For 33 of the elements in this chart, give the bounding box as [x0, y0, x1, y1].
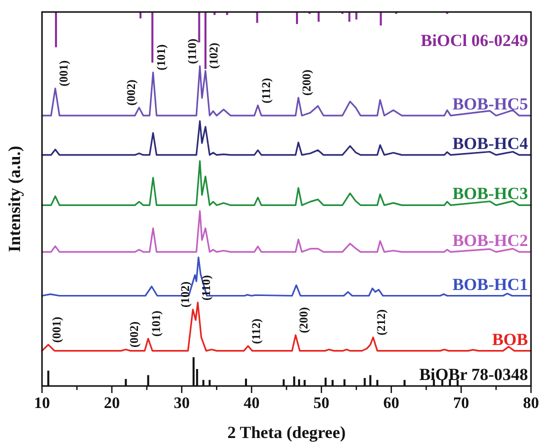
- annotation: (110): [198, 275, 213, 300]
- series-label: BiOBr 78-0348: [419, 365, 528, 384]
- annotation: (212): [374, 309, 388, 336]
- annotation: (102): [178, 282, 192, 308]
- annotation: (200): [296, 307, 311, 334]
- x-tick-label: 60: [383, 395, 400, 412]
- x-tick-label: 40: [244, 395, 260, 412]
- series-label: BOB-HC5: [452, 94, 528, 114]
- annotation: (112): [249, 318, 264, 344]
- x-tick-label: 80: [523, 395, 539, 412]
- annotation: (001): [49, 316, 64, 343]
- annotation: (200): [299, 70, 314, 96]
- annotation: (101): [154, 44, 168, 70]
- x-tick-label: 50: [313, 395, 330, 412]
- x-tick-label: 20: [104, 395, 120, 412]
- series-label: BOB: [492, 330, 528, 349]
- series-label: BOB-HC3: [452, 184, 528, 204]
- series-label: BOB-HC1: [452, 274, 528, 294]
- annotation: (101): [149, 310, 164, 337]
- series-label: BiOCl 06-0249: [420, 31, 528, 50]
- series-label: BOB-HC2: [452, 230, 528, 250]
- y-axis-title: Intensity (a.u.): [5, 146, 24, 252]
- annotation: (110): [184, 38, 199, 64]
- series-label: BOB-HC4: [452, 134, 528, 153]
- annotation: (112): [258, 78, 273, 104]
- x-tick-label: 70: [453, 395, 470, 412]
- annotation: (002): [126, 322, 141, 348]
- x-tick-label: 10: [34, 395, 50, 412]
- annotation: (001): [56, 60, 70, 86]
- annotation: (102): [206, 42, 220, 69]
- x-tick-label: 30: [174, 395, 190, 412]
- x-axis-title: 2 Theta (degree): [227, 423, 346, 442]
- annotation: (002): [124, 80, 138, 106]
